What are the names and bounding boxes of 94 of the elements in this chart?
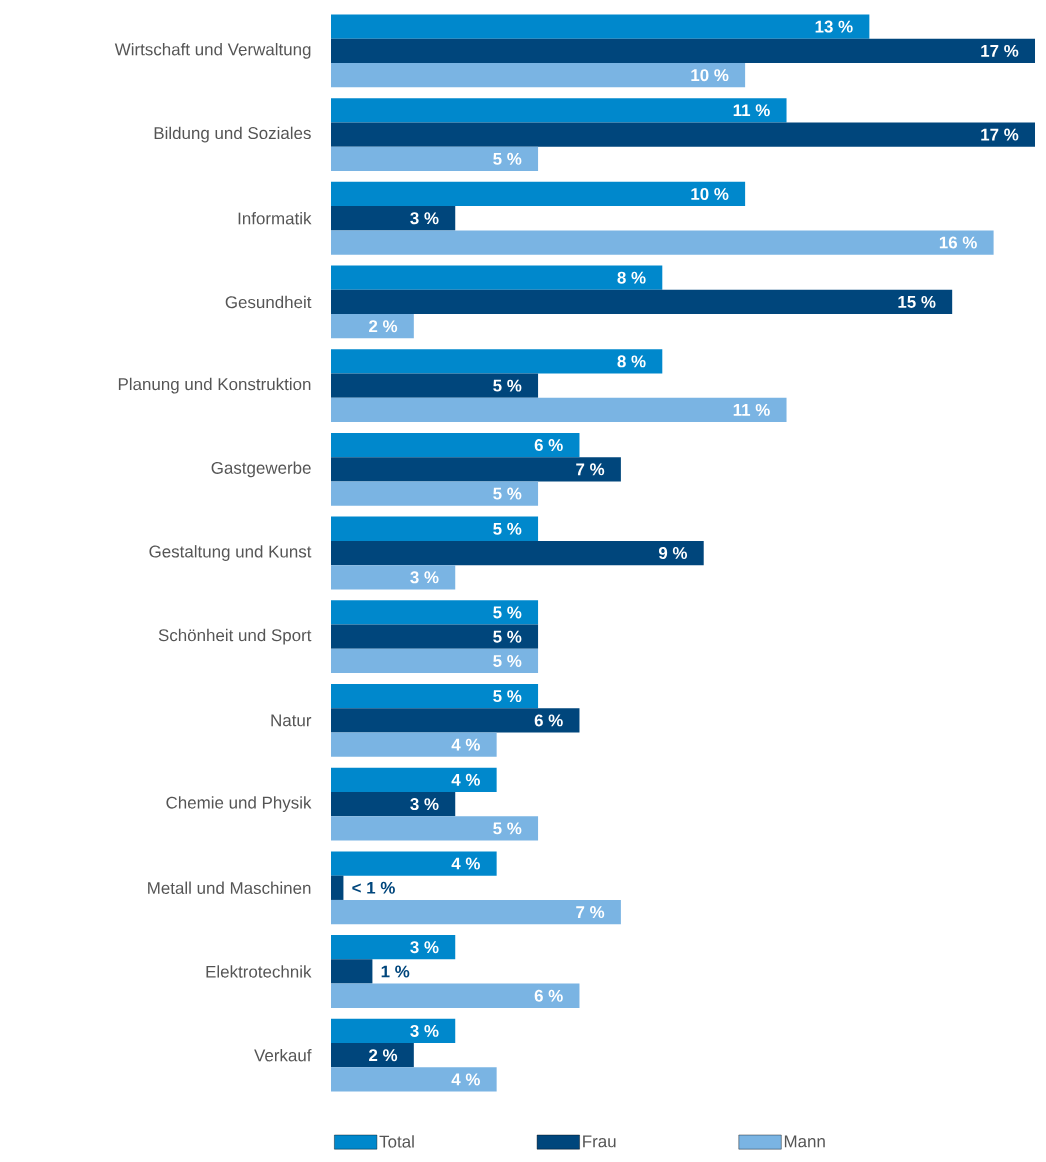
bar [331,816,539,841]
y-tick-label: Gesundheit [225,295,312,309]
y-tick-label: Bildung und Soziales [154,126,311,143]
data-label: 5 % [493,152,522,165]
bar [331,767,497,792]
data-label: 1 % [381,965,410,978]
data-label: 17 % [981,128,1019,141]
bar [331,206,456,231]
data-label: < 1 % [352,881,395,894]
data-label: 6 % [534,714,563,727]
data-label: 2 % [369,1049,398,1062]
bar [331,791,456,817]
data-label: 10 % [691,187,729,200]
legend-label: Mann [784,1135,825,1148]
bar [331,481,539,506]
bar [331,63,746,88]
data-label: 11 % [733,104,770,117]
y-tick-label: Gestaltung und Kunst [149,545,312,561]
bar [331,1043,414,1068]
bar [331,432,580,458]
bar [331,565,456,590]
bar [331,289,953,315]
bar [331,684,539,709]
y-tick-label: Wirtschaft und Verwaltung [114,42,311,59]
data-label: 6 % [534,989,563,1002]
data-label: 5 % [493,379,522,392]
bar [331,600,539,625]
bar [331,935,456,960]
data-label: 3 % [410,941,439,954]
bar [331,349,663,374]
bar [331,540,704,566]
data-label: 11 % [733,403,770,416]
data-label: 3 % [410,1024,439,1037]
data-label: 16 % [939,236,977,249]
data-label: 6 % [534,439,563,452]
bar [331,732,497,757]
data-label: 13 % [815,20,853,33]
bar [331,708,580,733]
bar [331,1018,456,1044]
bar [331,875,344,900]
bar [331,181,746,207]
bar [331,1067,497,1092]
bar [331,959,373,984]
data-label: 5 % [493,606,522,619]
y-tick-label: Verkauf [254,1048,312,1062]
y-tick-label: Schönheit und Sport [158,628,312,645]
y-tick-label: Natur [271,714,312,727]
data-label: 10 % [691,69,729,82]
data-label: 5 % [493,690,522,703]
bar [331,983,580,1008]
data-label: 17 % [981,44,1019,57]
data-label: 5 % [493,522,522,535]
data-label: 3 % [410,212,439,225]
bar [331,457,621,482]
bar [331,146,539,171]
bar [331,516,539,541]
bar [331,14,870,39]
data-label: 3 % [410,571,439,584]
y-tick-label: Informatik [238,212,312,225]
data-label: 4 % [451,773,480,786]
bar [331,98,787,123]
y-tick-label: Planung und Konstruktion [118,377,311,394]
bar [331,314,414,339]
data-label: 15 % [898,295,936,308]
legend-label: Total [379,1135,414,1148]
y-tick-label: Gastgewerbe [211,461,311,478]
data-label: 4 % [451,857,480,870]
bar [331,648,539,674]
data-label: 4 % [451,738,480,751]
bar [331,899,621,925]
bar [331,38,1036,63]
y-tick-label: Metall und Maschinen [148,881,311,895]
bar [331,265,663,290]
y-tick-label: Chemie und Physik [166,796,312,812]
data-label: 2 % [369,320,398,333]
data-label: 7 % [576,906,605,919]
data-label: 8 % [617,355,646,368]
data-label: 5 % [493,822,522,835]
bar [331,122,1036,147]
data-label: 4 % [451,1073,480,1086]
data-label: 5 % [493,630,522,643]
data-label: 8 % [617,271,646,284]
data-label: 7 % [576,463,605,476]
bar [331,397,787,423]
bar [331,851,497,876]
data-label: 5 % [493,487,522,500]
y-tick-label: Elektrotechnik [206,965,312,978]
data-label: 5 % [493,655,522,667]
data-label: 3 % [410,798,439,811]
bar [331,373,539,398]
bar [331,230,994,255]
data-label: 9 % [658,547,688,560]
bar [331,624,539,649]
legend-label: Frau [583,1135,616,1148]
